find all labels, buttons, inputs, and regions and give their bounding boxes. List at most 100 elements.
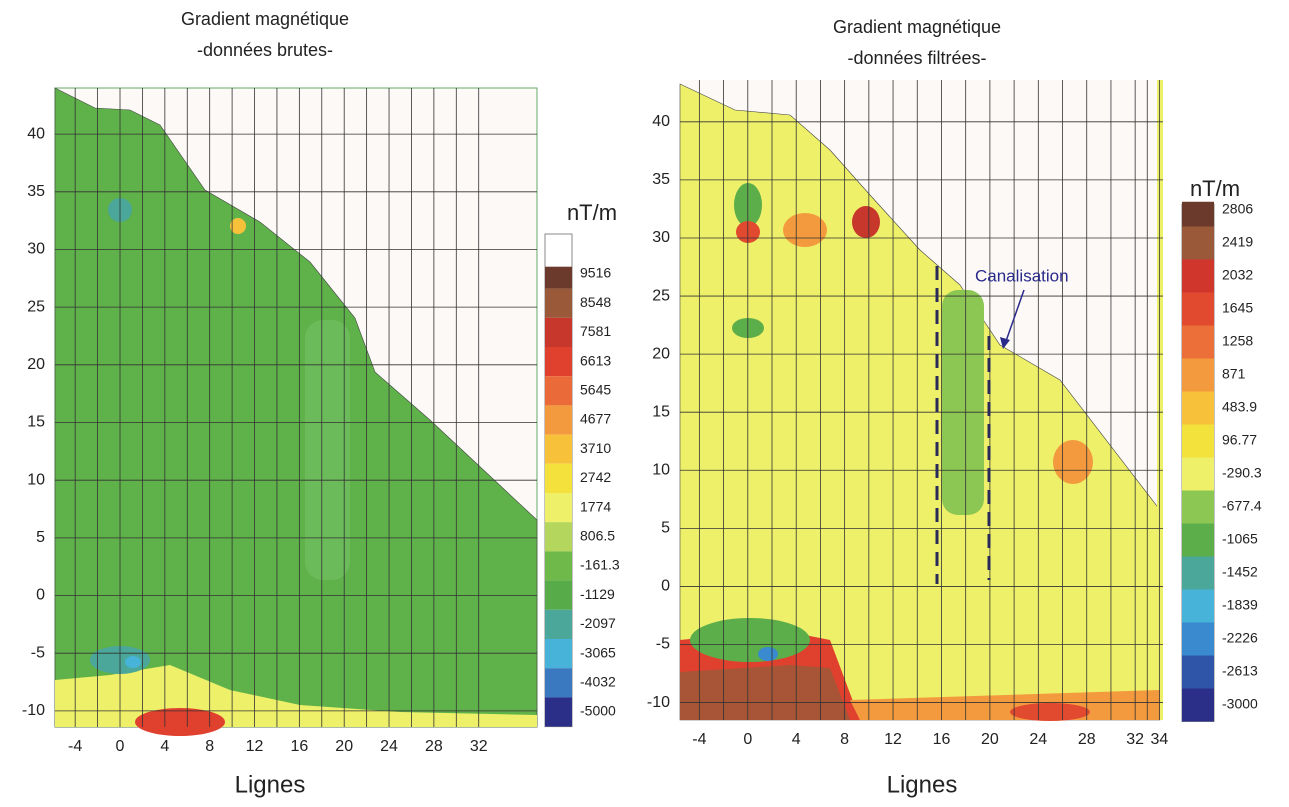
y-tick-label: 20	[652, 345, 670, 362]
colorbar-band	[1182, 688, 1214, 722]
x-tick-label: 28	[1078, 731, 1096, 748]
x-tick-label: 16	[933, 731, 951, 748]
x-tick-label: 24	[1029, 731, 1047, 748]
y-tick-label: 30	[27, 241, 45, 258]
contour-blob	[125, 656, 141, 668]
colorbar-band	[545, 580, 572, 610]
contour-blob	[1010, 703, 1090, 721]
colorbar-unit: nT/m	[567, 200, 617, 225]
colorbar-label: -3065	[580, 644, 616, 660]
contour-field	[54, 87, 538, 728]
y-tick-label: 25	[27, 298, 45, 315]
x-tick-label: 20	[335, 738, 353, 755]
chart-title: -données filtrées-	[847, 48, 986, 68]
colorbar-label: -1129	[580, 586, 615, 602]
y-tick-label: 35	[652, 171, 670, 188]
contour-blob	[942, 290, 984, 515]
colorbar-band	[545, 288, 572, 318]
colorbar-unit: nT/m	[1190, 176, 1240, 201]
colorbar-band	[1182, 589, 1214, 623]
colorbar-band	[1182, 201, 1214, 227]
colorbar-band	[1182, 457, 1214, 491]
x-tick-label: 12	[884, 731, 902, 748]
colorbar-band	[545, 347, 572, 377]
colorbar-band	[1182, 622, 1214, 656]
y-tick-label: 5	[36, 529, 45, 546]
colorbar-label: 1645	[1222, 300, 1253, 316]
colorbar-band	[1182, 523, 1214, 557]
colorbar-band	[545, 434, 572, 464]
colorbar-label: 4677	[580, 411, 611, 427]
contour-blob	[135, 708, 225, 736]
y-tick-label: 40	[652, 113, 670, 130]
colorbar-label: -2097	[580, 615, 616, 631]
contour-strip	[1157, 80, 1163, 720]
grid	[55, 80, 1163, 727]
colorbar-band	[545, 668, 572, 698]
contour-blob	[305, 320, 350, 580]
x-tick-label: 4	[792, 731, 801, 748]
colorbar-label: -1839	[1222, 597, 1258, 613]
colorbar-label: -4032	[580, 674, 616, 690]
x-tick-label: 28	[425, 738, 443, 755]
colorbar-label: -2613	[1222, 663, 1258, 679]
arrow	[1004, 289, 1025, 345]
y-tick-label: -10	[22, 702, 45, 719]
colorbar-label: -1065	[1222, 531, 1258, 547]
x-tick-label: -4	[692, 731, 706, 748]
colorbar-band	[1182, 490, 1214, 524]
colorbar-band	[545, 609, 572, 639]
colorbar-band	[1182, 655, 1214, 689]
colorbar-band	[545, 266, 572, 289]
y-tick-label: 25	[652, 287, 670, 304]
colorbar-band	[545, 551, 572, 581]
x-tick-label: 0	[743, 731, 752, 748]
colorbar-band	[1182, 259, 1214, 293]
x-tick-label: 20	[981, 731, 999, 748]
colorbar-band	[545, 405, 572, 435]
colorbar-label: 1774	[580, 498, 611, 514]
y-tick-label: 5	[661, 520, 670, 537]
colorbar-label: 1258	[1222, 333, 1253, 349]
contour-blob	[783, 213, 827, 247]
y-tick-label: 0	[36, 587, 45, 604]
colorbar-label: -3000	[1222, 696, 1258, 712]
chart-title: Gradient magnétique	[833, 17, 1001, 37]
y-tick-label: 30	[652, 229, 670, 246]
x-tick-label: 12	[246, 738, 264, 755]
x-tick-label: -4	[68, 738, 82, 755]
x-tick-label: 24	[380, 738, 398, 755]
x-tick-label: 8	[205, 738, 214, 755]
colorbar-band	[1182, 292, 1214, 326]
x-tick-label: 4	[160, 738, 169, 755]
y-tick-label: -5	[656, 636, 670, 653]
colorbar-band	[1182, 325, 1214, 359]
colorbar-label: -677.4	[1222, 498, 1262, 514]
colorbar-band	[1182, 226, 1214, 260]
colorbar-label: -290.3	[1222, 465, 1262, 481]
colorbar-label: 2806	[1222, 201, 1253, 217]
colorbar-label: -1452	[1222, 564, 1258, 580]
colorbar-label: 8548	[580, 294, 611, 310]
contour-band	[680, 665, 850, 720]
colorbar-label: 3710	[580, 440, 611, 456]
colorbar-label: -161.3	[580, 557, 620, 573]
canalisation-outline	[935, 266, 991, 584]
x-tick-label: 16	[290, 738, 308, 755]
colorbar-label: 483.9	[1222, 399, 1257, 415]
colorbar-band	[1182, 391, 1214, 425]
x-tick-label: 8	[840, 731, 849, 748]
arrow-head	[1000, 337, 1010, 349]
colorbar-label: 2742	[580, 469, 611, 485]
contour-blob	[852, 206, 880, 238]
colorbar-label: -5000	[580, 703, 616, 719]
contour-blob	[1053, 440, 1093, 484]
colorbar-band	[1182, 358, 1214, 392]
colorbar-band	[545, 639, 572, 669]
x-axis-label: Lignes	[887, 771, 958, 798]
x-tick-label: 34	[1150, 731, 1168, 748]
colorbar-label: 9516	[580, 265, 611, 281]
colorbar-band	[1182, 424, 1214, 458]
x-tick-label: 32	[1126, 731, 1144, 748]
